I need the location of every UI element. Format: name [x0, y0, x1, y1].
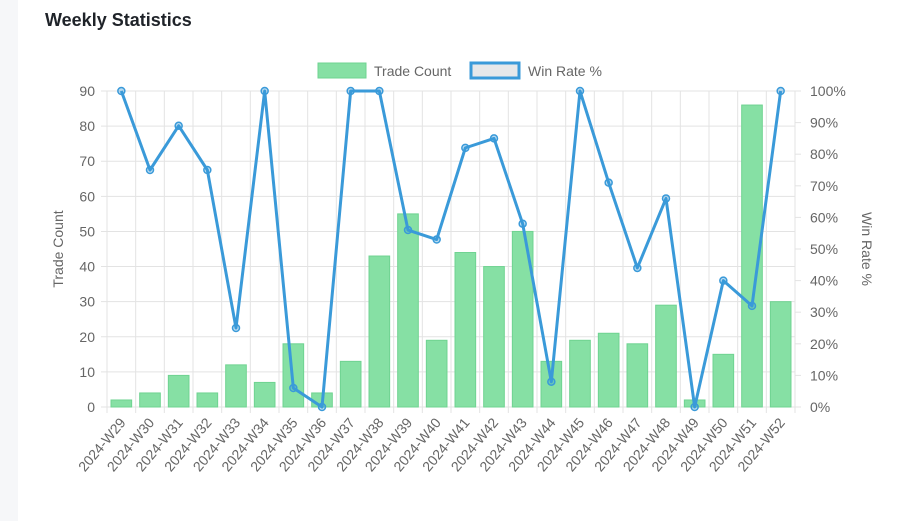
bar-trade-count[interactable]: [483, 266, 505, 408]
point-win-rate[interactable]: [231, 323, 241, 333]
bar-trade-count[interactable]: [397, 213, 419, 408]
point-win-rate[interactable]: [403, 225, 413, 235]
point-win-rate[interactable]: [575, 86, 585, 96]
point-win-rate[interactable]: [346, 86, 355, 96]
bar-trade-count[interactable]: [712, 353, 735, 408]
y2-tick-label: 20%: [810, 336, 838, 352]
y2-tick-label: 90%: [810, 115, 838, 131]
point-win-rate[interactable]: [461, 143, 470, 153]
bar-trade-count[interactable]: [225, 364, 247, 408]
bar-trade-count[interactable]: [253, 381, 276, 408]
point-win-rate[interactable]: [432, 235, 441, 244]
y-tick-label: 30: [79, 294, 95, 310]
bar-trade-count[interactable]: [139, 392, 161, 408]
y-tick-label: 50: [79, 223, 95, 239]
weekly-chart: 0 10 20 30 40 50 60 70 80 90 0% 10% 20% 30% 40% 50% 60% 7…: [50, 61, 875, 474]
point-win-rate[interactable]: [776, 86, 785, 96]
y2-tick-label: 0%: [810, 399, 830, 415]
y-tick-label: 20: [79, 329, 95, 345]
bar-trade-count[interactable]: [569, 339, 591, 408]
point-win-rate[interactable]: [719, 276, 728, 285]
y2-tick-label: 50%: [810, 241, 838, 257]
y2-tick-label: 100%: [810, 83, 846, 99]
bar-trade-count[interactable]: [196, 392, 219, 408]
y-tick-label: 40: [79, 259, 95, 275]
bar-trade-count[interactable]: [597, 332, 620, 408]
point-win-rate[interactable]: [203, 165, 212, 175]
line-win-rate: [119, 89, 783, 409]
point-win-rate[interactable]: [489, 134, 499, 143]
point-win-rate[interactable]: [375, 86, 384, 96]
bar-trade-count[interactable]: [741, 104, 763, 408]
point-win-rate[interactable]: [145, 165, 155, 175]
bar-trade-count[interactable]: [339, 360, 362, 408]
point-win-rate[interactable]: [747, 301, 757, 311]
point-win-rate[interactable]: [518, 219, 527, 228]
legend-label-win-rate[interactable]: Win Rate %: [528, 63, 602, 79]
point-win-rate[interactable]: [317, 402, 327, 412]
bar-trade-count[interactable]: [769, 301, 792, 408]
point-win-rate[interactable]: [547, 377, 556, 386]
point-win-rate[interactable]: [661, 194, 671, 203]
bar-trade-count[interactable]: [454, 252, 477, 408]
bar-trade-count[interactable]: [655, 304, 677, 408]
y-tick-label: 10: [79, 364, 95, 380]
y2-tick-label: 70%: [810, 178, 838, 194]
y-tick-label: 60: [79, 188, 95, 204]
point-win-rate[interactable]: [604, 178, 613, 187]
y2-tick-label: 30%: [810, 304, 838, 320]
bar-trade-count[interactable]: [425, 339, 448, 408]
y-tick-label: 70: [79, 153, 95, 169]
y-tick-label: 0: [87, 399, 95, 415]
y2-tick-label: 40%: [810, 273, 838, 289]
point-win-rate[interactable]: [260, 86, 269, 96]
y-tick-label: 80: [79, 118, 95, 134]
bar-trade-count[interactable]: [368, 255, 391, 408]
y2-tick-label: 80%: [810, 146, 838, 162]
y2-tick-label: 60%: [810, 209, 838, 225]
legend-label-trade-count[interactable]: Trade Count: [374, 63, 451, 79]
y2-tick-label: 10%: [810, 367, 838, 383]
point-win-rate[interactable]: [174, 121, 183, 131]
point-win-rate[interactable]: [690, 402, 699, 412]
y-axis-title: Trade Count: [50, 210, 66, 287]
bar-trade-count[interactable]: [540, 360, 563, 408]
point-win-rate[interactable]: [289, 383, 298, 393]
chart-card: Weekly Statistics 0 10 20 30 40 50 60 70 80 90 0% 1…: [18, 0, 898, 521]
legend-swatch-win-rate[interactable]: [469, 61, 521, 80]
legend-swatch-trade-count[interactable]: [317, 62, 367, 79]
bar-trade-count[interactable]: [110, 399, 133, 408]
point-win-rate[interactable]: [633, 263, 642, 273]
bar-trade-count[interactable]: [167, 374, 190, 408]
y-tick-label: 90: [79, 83, 95, 99]
point-win-rate[interactable]: [117, 86, 126, 96]
y2-axis-title: Win Rate %: [859, 212, 875, 286]
page-title: Weekly Statistics: [45, 10, 192, 30]
bar-trade-count[interactable]: [626, 343, 649, 408]
